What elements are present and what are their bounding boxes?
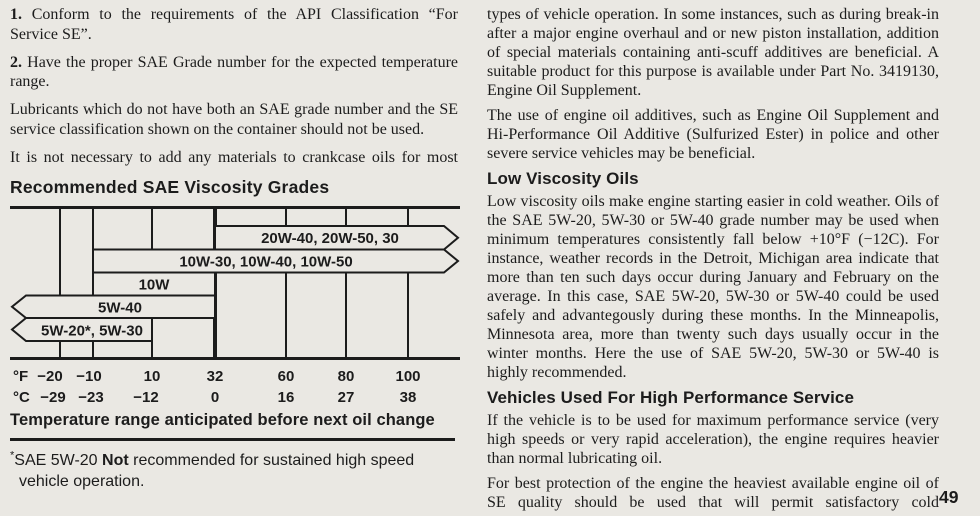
bar-label-10w: 10W xyxy=(139,276,171,293)
f-tick-100: 100 xyxy=(395,368,420,385)
bar-labels: 20W-40, 20W-50, 30 10W-30, 10W-40, 10W-5… xyxy=(41,230,399,340)
paragraph-low-viscosity: Low viscosity oils make engine starting … xyxy=(487,193,939,381)
viscosity-chart: Recommended SAE Viscosity Grades xyxy=(10,176,460,492)
c-tick-16: 16 xyxy=(278,389,295,406)
fahrenheit-axis: °F −20 −10 10 32 60 80 100 xyxy=(13,368,421,385)
paragraph-high-performance: If the vehicle is to be used for maximum… xyxy=(487,412,939,467)
bar-10w30-10w40-10w50 xyxy=(92,248,460,274)
footnote-post: recommended for sustained high speed veh… xyxy=(19,451,415,490)
celsius-axis: °C −29 −23 −12 0 16 27 38 xyxy=(13,389,416,406)
viscosity-bars xyxy=(10,224,460,342)
item-1-text: Conform to the requirements of the API C… xyxy=(10,6,459,43)
right-column: types of vehicle operation. In some inst… xyxy=(487,5,939,516)
numbered-item-1: 1. Conform to the requirements of the AP… xyxy=(10,5,458,45)
c-tick-minus12: −12 xyxy=(133,389,158,406)
paragraph-additives: The use of engine oil additives, such as… xyxy=(487,107,939,162)
c-tick-minus29: −29 xyxy=(40,389,65,406)
f-tick-80: 80 xyxy=(338,368,355,385)
footnote-bold: Not xyxy=(102,451,129,469)
f-tick-minus20: −20 xyxy=(37,368,62,385)
bar-label-5w20: 5W-20*, 5W-30 xyxy=(41,322,143,339)
paragraph-not-necessary: It is not necessary to add any materials… xyxy=(10,148,458,166)
left-column: 1. Conform to the requirements of the AP… xyxy=(10,5,460,492)
bar-label-20w: 20W-40, 20W-50, 30 xyxy=(261,230,399,247)
divider-rule xyxy=(10,437,455,441)
c-tick-27: 27 xyxy=(338,389,355,406)
chart-title: Recommended SAE Viscosity Grades xyxy=(10,176,330,197)
footnote-5w20: *SAE 5W-20 Not recommended for sustained… xyxy=(10,450,458,492)
item-1-marker: 1. xyxy=(10,6,22,23)
c-tick-minus23: −23 xyxy=(78,389,103,406)
c-axis-unit: °C xyxy=(13,389,30,406)
numbered-item-2: 2. Have the proper SAE Grade number for … xyxy=(10,53,458,93)
chart-borders xyxy=(10,205,460,360)
heading-high-performance-service: Vehicles Used For High Performance Servi… xyxy=(487,388,855,407)
chart-caption: Temperature range anticipated before nex… xyxy=(10,410,435,429)
paragraph-lubricants: Lubricants which do not have both an SAE… xyxy=(10,101,458,138)
f-tick-minus10: −10 xyxy=(76,368,101,385)
c-tick-38: 38 xyxy=(400,389,417,406)
f-tick-32: 32 xyxy=(207,368,224,385)
footnote-marker: * xyxy=(10,449,15,462)
f-axis-unit: °F xyxy=(13,368,28,385)
viscosity-chart-plot: 20W-40, 20W-50, 30 10W-30, 10W-40, 10W-5… xyxy=(10,205,460,406)
paragraph-vehicle-operation: types of vehicle operation. In some inst… xyxy=(487,6,939,99)
f-tick-60: 60 xyxy=(278,368,295,385)
f-tick-10: 10 xyxy=(144,368,161,385)
item-2-marker: 2. xyxy=(10,53,22,71)
item-2-text: Have the proper SAE Grade number for the… xyxy=(10,53,459,91)
bar-20w40-20w50-30 xyxy=(214,224,460,251)
heading-low-viscosity-oils: Low Viscosity Oils xyxy=(487,169,639,188)
bar-label-5w40: 5W-40 xyxy=(98,299,142,316)
page-number: 49 xyxy=(939,487,959,507)
bar-5w20-5w30 xyxy=(10,316,153,342)
c-tick-0: 0 xyxy=(211,389,219,406)
footnote-pre: SAE 5W-20 xyxy=(14,451,98,469)
paragraph-best-protection: For best protection of the engine the he… xyxy=(487,475,939,511)
bar-label-10w30: 10W-30, 10W-40, 10W-50 xyxy=(179,253,352,270)
